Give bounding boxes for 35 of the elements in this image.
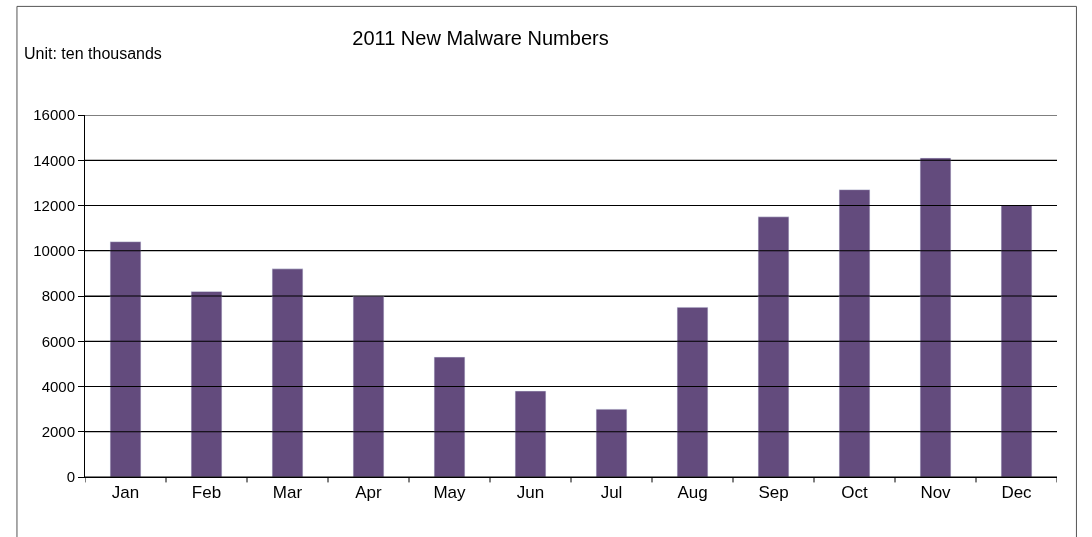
bar	[352, 295, 385, 477]
x-tick-label: Apr	[355, 483, 383, 503]
bar	[514, 390, 547, 477]
y-tick-label: 4000	[41, 377, 75, 395]
x-tick-label: Jul	[600, 483, 623, 503]
x-tick-label: May	[433, 483, 467, 503]
y-tick-label: 10000	[33, 242, 75, 259]
y-tick-label: 12000	[33, 196, 75, 214]
x-tick-label: Mar	[272, 483, 303, 503]
bar	[757, 216, 790, 477]
x-tick-label: Sep	[758, 483, 789, 503]
chart-title: 2011 New Malware Numbers	[352, 26, 609, 49]
x-tick-label: Oct	[841, 483, 868, 503]
x-tick-label: Jun	[516, 483, 545, 503]
bar	[433, 356, 466, 477]
y-tick-label: 0	[66, 468, 75, 486]
bar	[190, 291, 223, 477]
x-tick-label: Jan	[111, 483, 140, 503]
bar	[595, 408, 628, 477]
bar	[271, 268, 304, 477]
y-tick-label: 8000	[41, 287, 75, 305]
y-axis-title: Unit: ten thousands	[24, 45, 162, 62]
x-tick-label: Aug	[677, 483, 708, 503]
x-tick-label: Nov	[920, 483, 952, 503]
x-tick-label: Dec	[1001, 483, 1033, 503]
bar	[109, 241, 142, 477]
bar	[676, 307, 709, 477]
y-tick-label: 6000	[41, 332, 75, 350]
y-tick-label: 14000	[33, 151, 75, 169]
y-tick-label: 2000	[41, 423, 75, 440]
y-tick-label: 16000	[33, 106, 75, 124]
bar	[1000, 205, 1033, 477]
bar	[838, 189, 871, 477]
bar	[919, 157, 952, 477]
x-tick-label: Feb	[191, 483, 222, 503]
